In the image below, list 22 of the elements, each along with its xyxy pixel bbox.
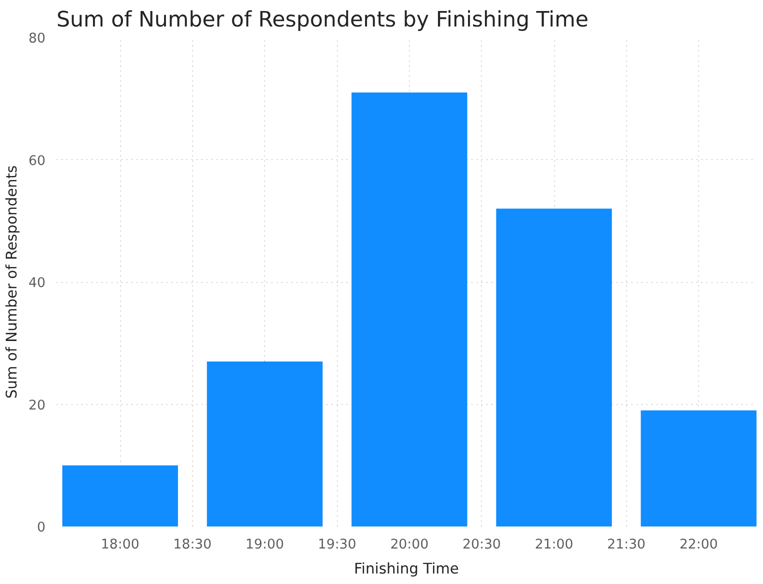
x-tick-label: 18:00 xyxy=(100,538,140,552)
x-tick-label: 22:00 xyxy=(679,538,718,552)
x-axis-title: Finishing Time xyxy=(354,560,459,578)
x-tick-label: 20:00 xyxy=(390,538,429,552)
y-tick-label: 40 xyxy=(28,276,46,291)
bar xyxy=(352,92,468,526)
y-tick-label: 80 xyxy=(28,32,46,46)
x-tick-label: 18:30 xyxy=(173,538,212,552)
x-tick-label: 19:00 xyxy=(246,538,284,552)
bar xyxy=(640,410,756,526)
bar xyxy=(62,465,178,526)
y-axis-title: Sum of Number of Respondents xyxy=(4,165,21,399)
y-tick-label: 60 xyxy=(28,154,46,169)
x-tick-label: 21:00 xyxy=(534,538,574,552)
y-tick-label: 20 xyxy=(28,398,46,414)
x-tick-label: 20:30 xyxy=(462,538,501,552)
x-tick-label: 21:30 xyxy=(607,538,646,552)
y-tick-label: 0 xyxy=(37,520,46,536)
chart-title: Sum of Number of Respondents by Finishing Time xyxy=(56,8,588,32)
bar xyxy=(206,361,323,526)
bar xyxy=(496,208,612,526)
x-tick-label: 19:30 xyxy=(318,538,356,552)
